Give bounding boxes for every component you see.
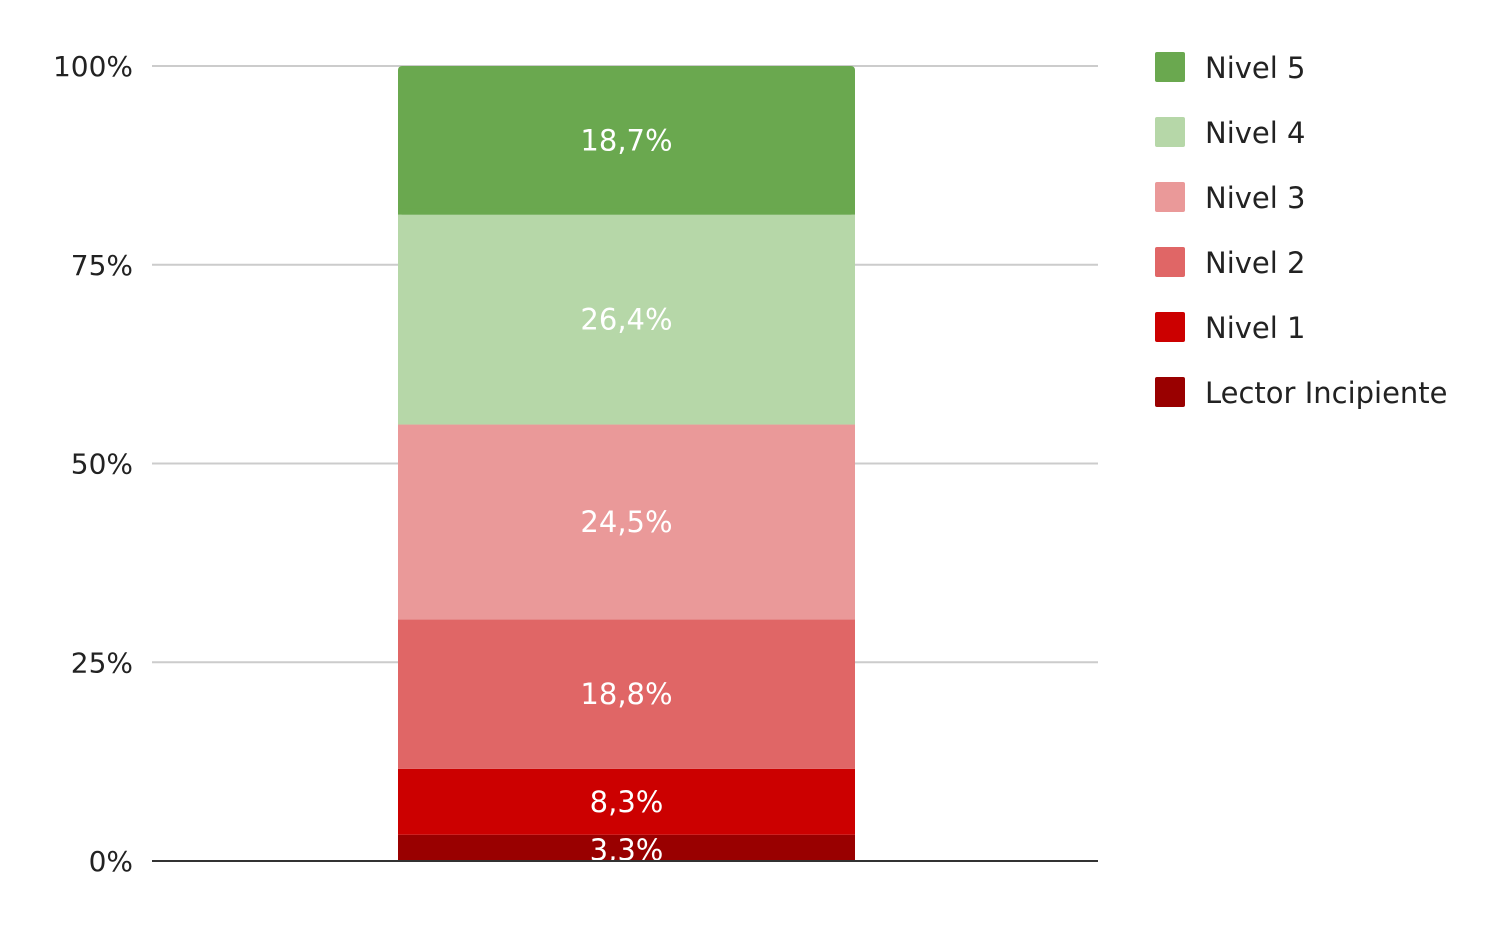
data-label: 8,3% bbox=[590, 785, 664, 819]
bar-segment bbox=[398, 619, 855, 769]
legend-label: Lector Incipiente bbox=[1205, 376, 1448, 410]
legend-swatch bbox=[1155, 312, 1185, 342]
legend-item: Nivel 1 bbox=[1155, 311, 1305, 345]
bar-segment bbox=[398, 424, 855, 620]
bar-segment bbox=[398, 834, 855, 861]
y-axis: 0% 25% 50% 75% 100% bbox=[53, 50, 1098, 878]
legend-swatch bbox=[1155, 117, 1185, 147]
legend-item: Nivel 4 bbox=[1155, 116, 1305, 150]
bar-segment bbox=[398, 66, 855, 215]
legend-swatch bbox=[1155, 52, 1185, 82]
data-label: 18,8% bbox=[580, 677, 672, 711]
data-labels: 3,3%8,3%18,8%24,5%26,4%18,7% bbox=[580, 123, 672, 867]
y-tick-label: 75% bbox=[71, 249, 133, 282]
legend-item: Lector Incipiente bbox=[1155, 376, 1448, 410]
data-label: 24,5% bbox=[580, 505, 672, 539]
legend-label: Nivel 2 bbox=[1205, 246, 1305, 280]
legend-swatch bbox=[1155, 377, 1185, 407]
y-tick-label: 100% bbox=[53, 50, 133, 83]
legend-item: Nivel 3 bbox=[1155, 181, 1305, 215]
legend: Nivel 5 Nivel 4 Nivel 3 Nivel 2 Nivel 1 Lecto… bbox=[1155, 51, 1448, 410]
legend-item: Nivel 2 bbox=[1155, 246, 1305, 280]
bar-segment bbox=[398, 768, 855, 835]
legend-label: Nivel 1 bbox=[1205, 311, 1305, 345]
legend-swatch bbox=[1155, 182, 1185, 212]
y-tick-label: 25% bbox=[71, 646, 133, 679]
legend-label: Nivel 5 bbox=[1205, 51, 1305, 85]
bar-stack bbox=[398, 66, 855, 861]
data-label: 26,4% bbox=[580, 303, 672, 337]
legend-swatch bbox=[1155, 247, 1185, 277]
bar-segment bbox=[398, 214, 855, 425]
legend-item: Nivel 5 bbox=[1155, 51, 1305, 85]
y-tick-label: 50% bbox=[71, 448, 133, 481]
bar-segment-corner-fill bbox=[398, 208, 855, 215]
legend-label: Nivel 4 bbox=[1205, 116, 1305, 150]
data-label: 18,7% bbox=[580, 123, 672, 157]
y-tick-label: 0% bbox=[89, 845, 133, 878]
legend-label: Nivel 3 bbox=[1205, 181, 1305, 215]
